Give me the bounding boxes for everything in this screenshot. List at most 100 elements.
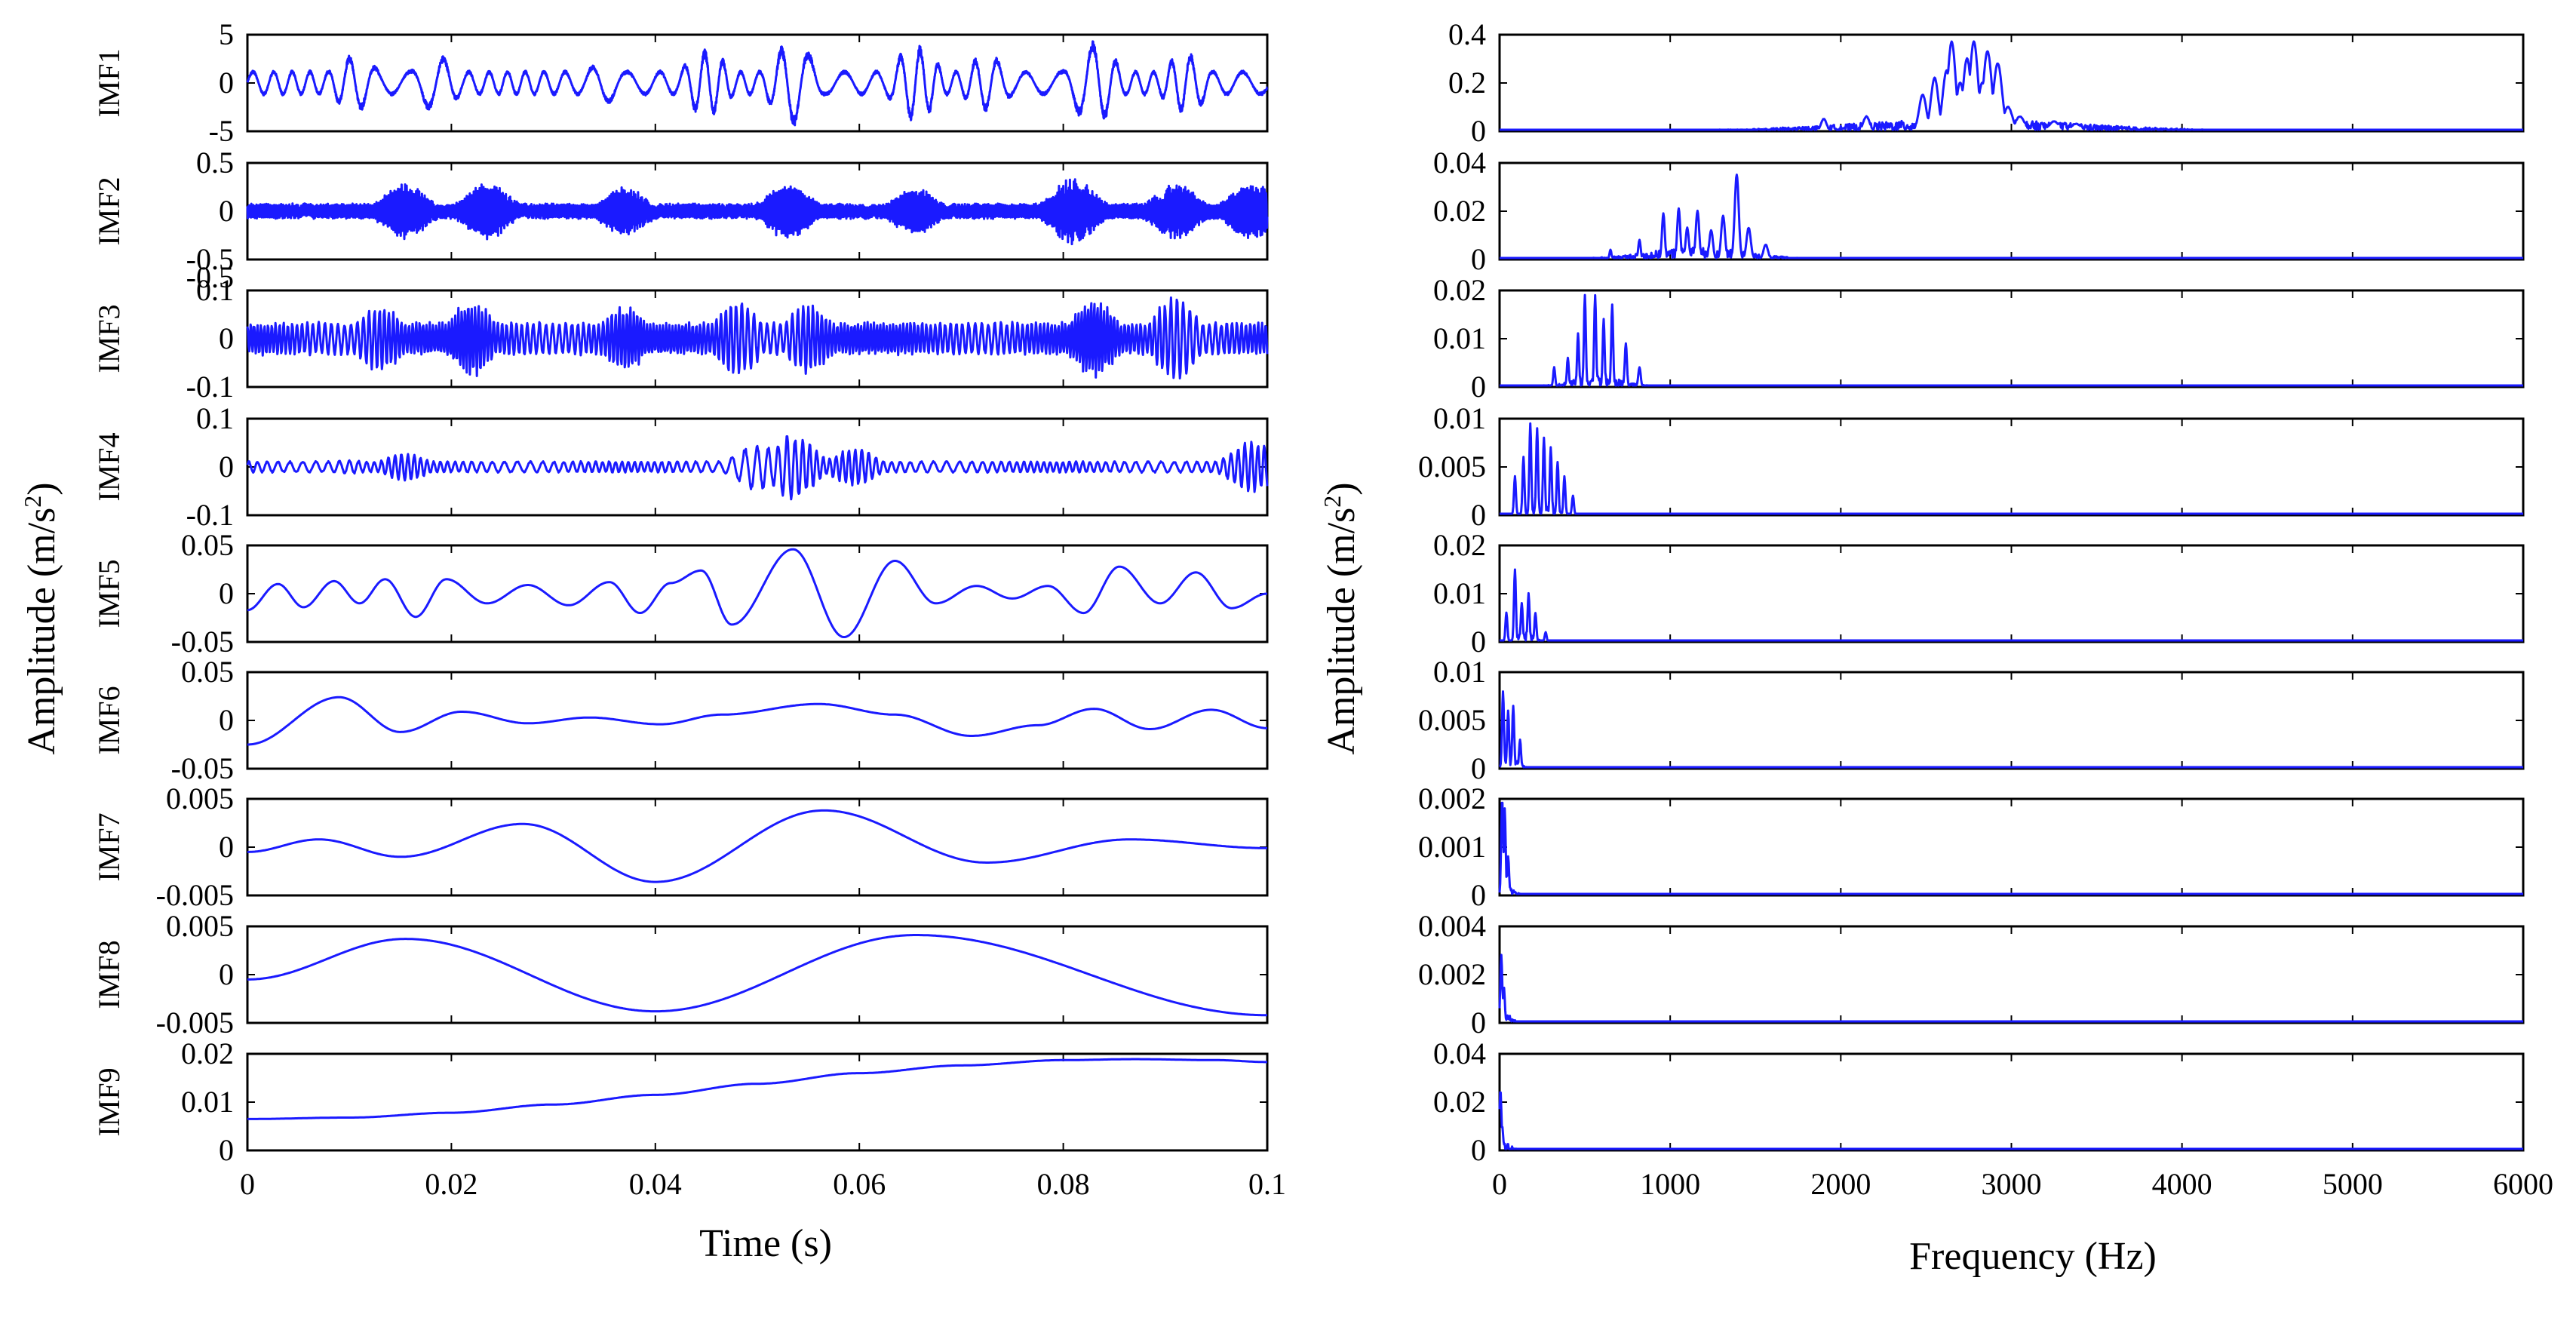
signal-line-imf8 (1498, 954, 2524, 1023)
y-tick-label: -0.05 (171, 625, 234, 659)
y-tick-label: 0.01 (1433, 576, 1486, 610)
y-tick-label: 0.002 (1418, 782, 1486, 815)
y-tick-label: 0.02 (1433, 273, 1486, 307)
x-tick-label: 2000 (1810, 1167, 1871, 1201)
signal-line-imf9 (247, 1058, 1267, 1120)
signal-line-imf5 (247, 548, 1268, 638)
spectrum-panel-imf6: 0.01 0.005 0 (1418, 655, 2525, 785)
y-tick-labels: 0.04 0.02 0 (1433, 1036, 2523, 1167)
y-tick-label: 0.005 (1418, 450, 1486, 484)
panel-frame (1498, 161, 2525, 261)
y-tick-labels: 0.01 0.005 0 (1418, 655, 2523, 785)
spectrum-panel-imf1: 0.4 0.2 0 (1448, 17, 2525, 148)
y-tick-label: 0 (219, 830, 234, 864)
panel-frame (246, 1052, 1269, 1152)
frequency-spectrum-chart: 0.40.200.040.0200.020.0100.010.00500.020… (1418, 17, 2553, 1201)
spectrum-panel-imf9: 0.04 0.02 0 (1433, 1036, 2525, 1167)
panel-frame (1498, 1052, 2525, 1152)
signal-line-imf4 (246, 435, 1269, 501)
panel-frame (1498, 925, 2525, 1024)
x-tick-label: 3000 (1982, 1167, 2042, 1201)
signal-line-imf4 (1499, 422, 2524, 515)
frequency-xlabel: Frequency (Hz) (1909, 1235, 2157, 1278)
spectrum-panel-imf4: 0.01 0.005 0 (1418, 401, 2525, 532)
y-tick-label: 0.02 (181, 1036, 234, 1070)
imf-label: IMF6 (92, 686, 126, 754)
panel-frame (1498, 289, 2525, 388)
y-tick-label: 0.4 (1448, 17, 1486, 51)
y-tick-label: 0.02 (1433, 528, 1486, 562)
signal-line-imf3 (1499, 293, 2524, 387)
y-tick-label: -0.1 (186, 498, 234, 532)
time-panel-imf1: 5 0 -5 IMF1 (92, 17, 1269, 148)
y-tick-label: 0.1 (196, 273, 234, 307)
y-tick-labels: 0.5 0 -0.5-0.5 (186, 146, 1267, 294)
spectrum-panel-imf3: 0.02 0.01 0 (1433, 273, 2525, 404)
imf-label: IMF9 (92, 1067, 126, 1136)
imf-label: IMF8 (92, 940, 126, 1009)
y-tick-label: 0 (1471, 498, 1486, 532)
y-tick-labels: 0.02 0.01 0 (1433, 273, 2523, 404)
time-panel-imf4: 0.1 0 -0.1 IMF4 (92, 401, 1269, 532)
signal-line-imf2 (246, 178, 1269, 246)
time-panel-imf2: 0.5 0 -0.5-0.5 IMF2 (92, 146, 1269, 294)
y-tick-label: 5 (219, 17, 234, 51)
y-tick-labels: 0.01 0.005 0 (1418, 401, 2523, 532)
x-tick-label: 6000 (2493, 1167, 2553, 1201)
signal-line-imf2 (1499, 174, 2524, 259)
time-panel-imf8: 0.005 0 -0.005 IMF8 (92, 909, 1269, 1040)
y-tick-labels: 0.4 0.2 0 (1448, 17, 2523, 148)
y-tick-label: 0 (219, 703, 234, 737)
signal-line-imf8 (247, 934, 1267, 1017)
freq-ylabel-sup: 2 (1319, 496, 1346, 508)
y-tick-label: -0.5 (186, 260, 234, 294)
signal-line-imf6 (1499, 690, 2524, 769)
signal-line-imf3 (246, 296, 1269, 379)
signal-line-imf1 (246, 40, 1269, 127)
y-tick-label: 0.05 (181, 528, 234, 562)
y-tick-labels: 0.005 0 -0.005 (156, 909, 1267, 1040)
y-tick-label: 0 (1471, 625, 1486, 659)
time-ylabel: Amplitude (m/s2) (19, 482, 63, 754)
x-tick-label: 1000 (1640, 1167, 1700, 1201)
x-tick-label: 0.06 (833, 1167, 886, 1201)
y-tick-labels: 0.1 0 -0.1 (186, 401, 1267, 532)
y-tick-label: 0 (219, 576, 234, 610)
y-tick-label: 0.005 (1418, 703, 1486, 737)
y-tick-labels: 0.04 0.02 0 (1433, 146, 2523, 276)
x-tick-label: 0.04 (629, 1167, 682, 1201)
imf-label: IMF7 (92, 812, 126, 881)
signal-line-imf9 (1498, 1091, 2524, 1150)
y-tick-label: 0 (1471, 370, 1486, 404)
y-tick-label: 0 (1471, 878, 1486, 912)
freq-ylabel-main: Amplitude (m/s (1320, 508, 1363, 755)
imf-label: IMF4 (92, 432, 126, 501)
spectrum-panel-imf5: 0.02 0.01 0 (1433, 528, 2525, 659)
y-tick-labels: 5 0 -5 (209, 17, 1267, 148)
signal-line-imf6 (247, 696, 1267, 746)
x-tick-label: 0.02 (425, 1167, 477, 1201)
time-xlabel: Time (s) (699, 1222, 832, 1265)
y-tick-labels: 0.005 0 -0.005 (156, 782, 1267, 912)
panel-frame (1498, 417, 2525, 517)
y-tick-label: 0 (1471, 1133, 1486, 1167)
y-tick-label: 0.005 (166, 782, 234, 815)
signal-line-imf5 (1499, 568, 2524, 642)
signal-line-imf1 (1499, 40, 2524, 131)
y-tick-label: -0.5 (186, 242, 234, 276)
time-panel-imf7: 0.005 0 -0.005 IMF7 (92, 782, 1269, 912)
time-ylabel-main: Amplitude (m/s (20, 508, 63, 755)
y-tick-label: -0.005 (156, 878, 234, 912)
y-tick-label: 0.004 (1418, 909, 1486, 943)
panel-frame (1498, 544, 2525, 643)
y-tick-label: 0.05 (181, 655, 234, 689)
time-domain-chart: 50-5IMF10.50-0.5-0.5IMF20.10-0.1IMF30.10… (92, 17, 1286, 1201)
y-tick-labels: 0.002 0.001 0 (1418, 782, 2523, 912)
y-tick-label: 0.005 (166, 909, 234, 943)
y-tick-label: -0.1 (186, 370, 234, 404)
x-tick-labels: 0 0.02 0.04 0.06 0.08 0.1 (240, 1167, 1286, 1201)
y-tick-label: 0.001 (1418, 830, 1486, 864)
time-panel-imf9: 0.02 0.01 0 IMF9 (92, 1036, 1269, 1167)
frequency-ylabel: Amplitude (m/s2) (1319, 482, 1363, 754)
